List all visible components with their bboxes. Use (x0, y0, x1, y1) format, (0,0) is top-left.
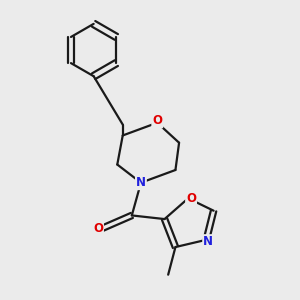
Text: N: N (203, 235, 213, 248)
Text: N: N (136, 176, 146, 189)
Text: O: O (186, 192, 196, 205)
Text: O: O (93, 222, 103, 236)
Text: O: O (152, 114, 162, 128)
